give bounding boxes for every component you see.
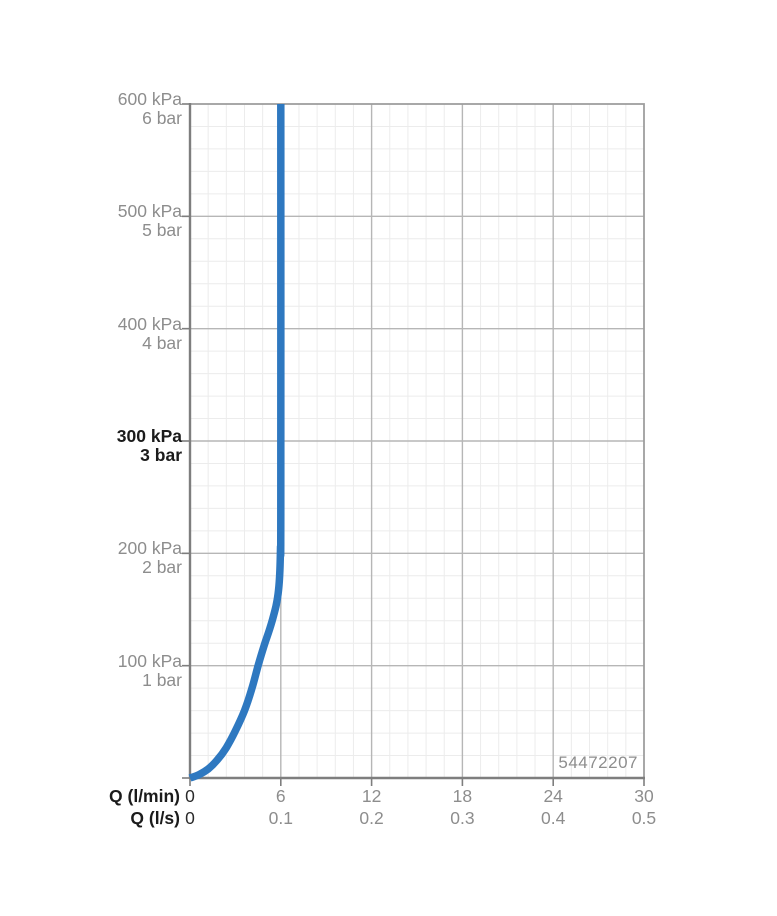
y-label-kpa: 100 kPa xyxy=(117,650,182,671)
y-axis-label-400: 400 kPa 4 bar xyxy=(12,313,182,353)
y-label-kpa: 200 kPa xyxy=(117,538,182,559)
y-label-kpa: 500 kPa xyxy=(117,201,182,222)
x-tick-lmin-30: 30 xyxy=(634,786,654,806)
y-label-bar: 1 bar xyxy=(142,669,182,690)
x-axis-unit-lmin: Q (l/min) xyxy=(109,786,180,806)
x-tick-ls-0.1: 0.1 xyxy=(268,808,293,828)
y-label-kpa: 600 kPa xyxy=(117,89,182,109)
y-axis-label-100: 100 kPa 1 bar xyxy=(12,650,182,690)
y-axis-label-600: 600 kPa 6 bar xyxy=(12,90,182,128)
x-tick-ls-0.5: 0.5 xyxy=(631,808,657,828)
y-label-bar: 6 bar xyxy=(142,108,182,128)
y-label-kpa: 300 kPa xyxy=(116,426,182,446)
y-label-bar: 4 bar xyxy=(142,332,182,353)
y-label-bar: 2 bar xyxy=(142,557,182,578)
y-axis-label-500: 500 kPa 5 bar xyxy=(12,202,182,240)
x-tick-lmin-18: 18 xyxy=(452,786,473,806)
y-axis-label-300: 300 kPa 3 bar xyxy=(12,427,182,465)
x-tick-lmin-0: 0 xyxy=(185,786,195,806)
x-tick-ls-0: 0 xyxy=(185,808,195,828)
x-tick-lmin-6: 6 xyxy=(275,786,286,806)
x-tick-lmin-24: 24 xyxy=(543,786,563,806)
x-tick-ls-0.4: 0.4 xyxy=(541,808,566,828)
y-label-bar: 5 bar xyxy=(142,220,182,241)
y-label-bar: 3 bar xyxy=(140,445,182,465)
pressure-flow-curve xyxy=(188,103,285,782)
x-tick-ls-0.2: 0.2 xyxy=(359,808,384,828)
x-axis-unit-ls: Q (l/s) xyxy=(130,808,180,828)
x-tick-ls-0.3: 0.3 xyxy=(450,808,475,828)
y-axis-label-200: 200 kPa 2 bar xyxy=(12,539,182,577)
y-label-kpa: 400 kPa xyxy=(117,313,182,334)
product-number: 54472207 xyxy=(558,753,638,772)
x-tick-lmin-12: 12 xyxy=(361,786,382,806)
